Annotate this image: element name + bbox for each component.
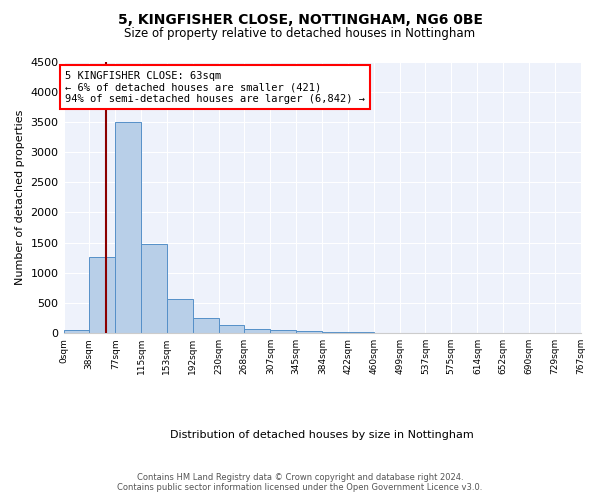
Bar [296,332,322,333]
Bar [89,256,115,333]
Bar [64,330,89,333]
X-axis label: Distribution of detached houses by size in Nottingham: Distribution of detached houses by size … [170,430,474,440]
Bar [193,318,218,333]
Bar [218,326,244,333]
Bar [115,122,141,333]
Bar [244,328,271,333]
Text: Size of property relative to detached houses in Nottingham: Size of property relative to detached ho… [124,28,476,40]
Text: 5 KINGFISHER CLOSE: 63sqm
← 6% of detached houses are smaller (421)
94% of semi-: 5 KINGFISHER CLOSE: 63sqm ← 6% of detach… [65,70,365,104]
Bar [141,244,167,333]
Bar [271,330,296,333]
Bar [167,299,193,333]
Bar [348,332,374,333]
Y-axis label: Number of detached properties: Number of detached properties [15,110,25,285]
Bar [322,332,348,333]
Text: Contains HM Land Registry data © Crown copyright and database right 2024.
Contai: Contains HM Land Registry data © Crown c… [118,473,482,492]
Bar [374,332,400,333]
Text: 5, KINGFISHER CLOSE, NOTTINGHAM, NG6 0BE: 5, KINGFISHER CLOSE, NOTTINGHAM, NG6 0BE [118,12,482,26]
